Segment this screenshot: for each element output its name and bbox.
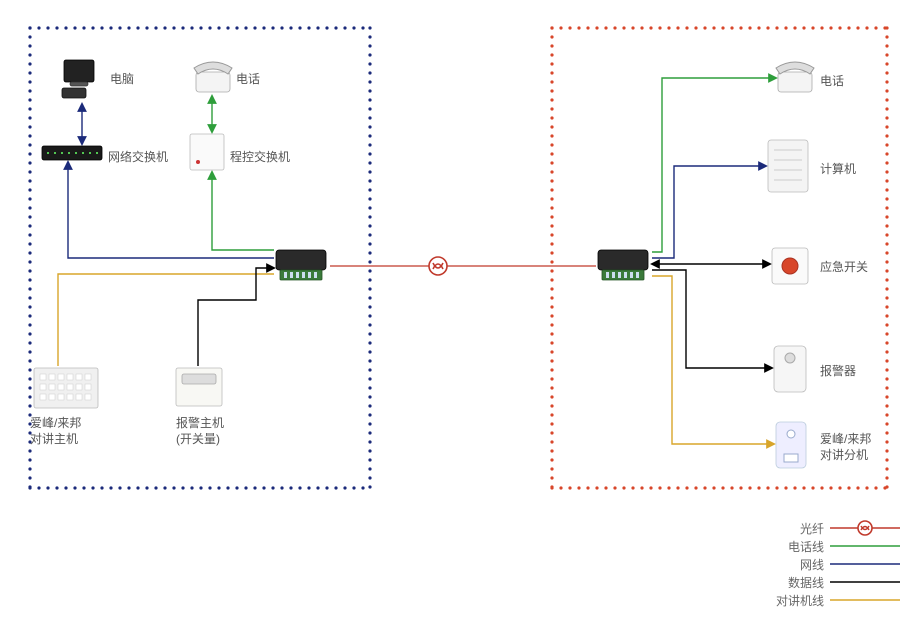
label-emergency: 应急开关: [820, 258, 868, 275]
label-intercom-host-2: 对讲主机: [30, 430, 78, 447]
legend-label-data: 数据线: [770, 574, 824, 591]
legend-label-phone: 电话线: [770, 538, 824, 555]
diagram-stage: 电脑电话网络交换机程控交换机报警主机(开关量)爱峰/来邦对讲主机电话计算机应急开…: [0, 0, 916, 640]
legend-label-fiber: 光纤: [770, 520, 824, 537]
label-computer: 电脑: [110, 70, 134, 87]
label-alarm: 报警器: [820, 362, 856, 379]
label-alarm-host: 报警主机: [176, 414, 224, 431]
label-phone-left: 电话: [236, 70, 260, 87]
label-intercom-host-1: 爱峰/来邦: [30, 414, 81, 431]
legend-label-intercom: 对讲机线: [770, 592, 824, 609]
legend-label-eth: 网线: [770, 556, 824, 573]
label-intercom-ext-1: 爱峰/来邦: [820, 430, 871, 447]
label-phone-right: 电话: [820, 72, 844, 89]
label-pc: 计算机: [820, 160, 856, 177]
label-intercom-ext-2: 对讲分机: [820, 446, 868, 463]
label-alarm-host-2: (开关量): [176, 430, 220, 447]
label-switch: 网络交换机: [108, 148, 168, 165]
label-pbx: 程控交换机: [230, 148, 290, 165]
